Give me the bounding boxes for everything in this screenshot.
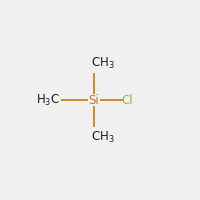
Text: Si: Si (89, 94, 99, 106)
Text: Cl: Cl (121, 94, 133, 106)
Text: CH$_3$: CH$_3$ (91, 129, 115, 145)
Text: CH$_3$: CH$_3$ (91, 55, 115, 71)
Text: H$_3$C: H$_3$C (36, 92, 60, 108)
